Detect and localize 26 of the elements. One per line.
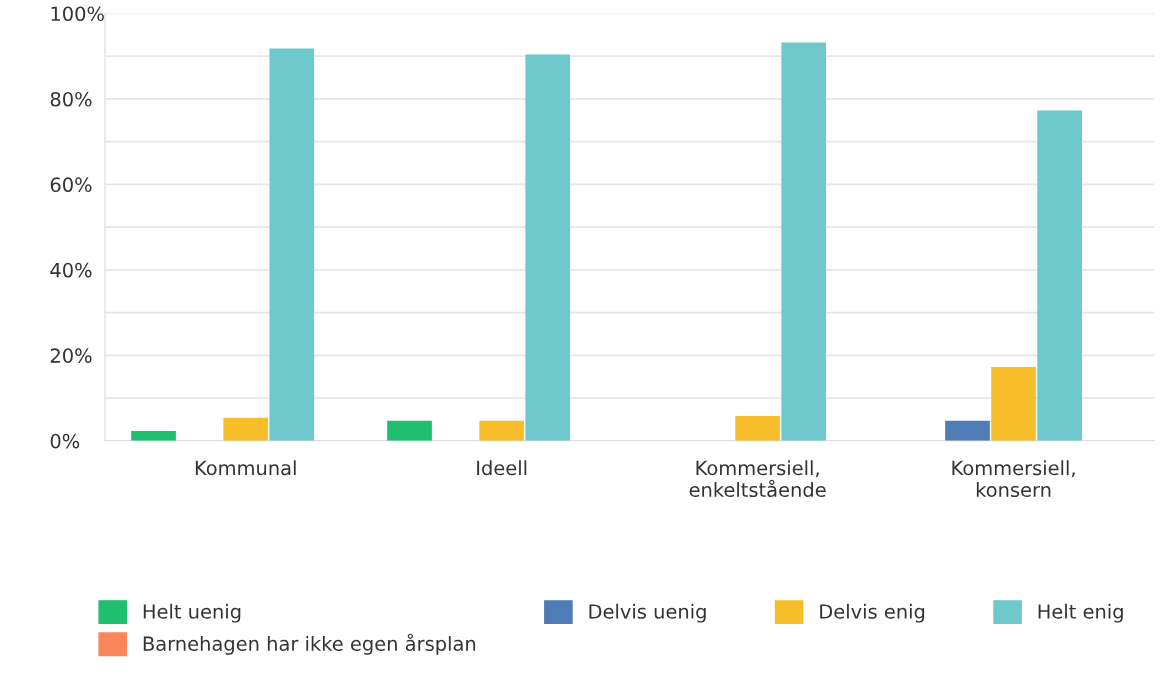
bar bbox=[131, 430, 176, 441]
legend-label: Barnehagen har ikke egen årsplan bbox=[143, 633, 476, 655]
bar bbox=[525, 54, 571, 441]
bar bbox=[1037, 110, 1082, 441]
bar bbox=[387, 420, 432, 441]
bar bbox=[781, 42, 827, 441]
bar bbox=[479, 420, 525, 441]
x-tick-label: Kommunal bbox=[195, 460, 296, 476]
x-tick-label: Kommersiell, konsern bbox=[952, 460, 1075, 498]
x-tick-label: Ideell bbox=[477, 460, 527, 476]
legend-label: Delvis uenig bbox=[589, 603, 706, 623]
y-tick-label: 40% bbox=[50, 262, 92, 278]
legend-label: Delvis enig bbox=[820, 603, 925, 623]
y-tick-label: 100% bbox=[51, 6, 104, 22]
legend-label: Helt uenig bbox=[143, 603, 241, 623]
y-tick-label: 60% bbox=[50, 177, 92, 193]
bar bbox=[223, 417, 269, 441]
y-tick-label: 0% bbox=[50, 433, 80, 449]
bar bbox=[269, 48, 315, 441]
legend-label: Helt enig bbox=[1038, 603, 1123, 623]
bar bbox=[735, 416, 780, 441]
y-tick-label: 80% bbox=[50, 91, 92, 107]
y-tick-label: 20% bbox=[50, 348, 92, 364]
x-tick-label: Kommersiell, enkeltstående bbox=[689, 460, 826, 498]
bar bbox=[991, 366, 1036, 441]
bar bbox=[945, 420, 990, 441]
